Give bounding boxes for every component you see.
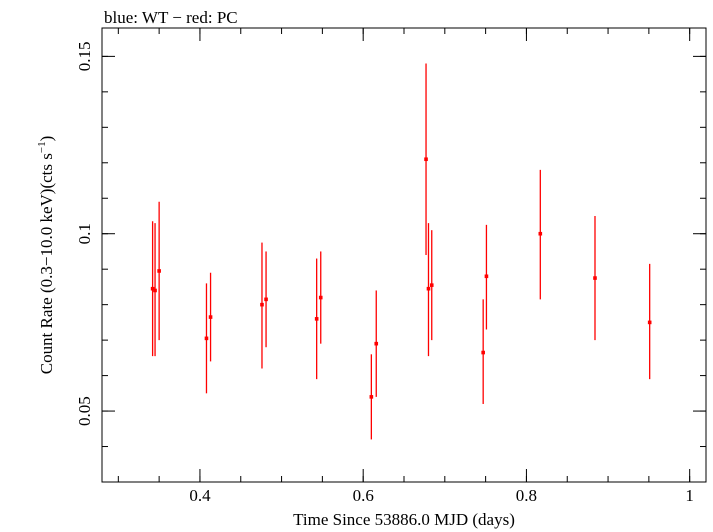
data-point — [647, 320, 652, 325]
data-point — [208, 315, 213, 319]
y-tick-label: 0.05 — [75, 396, 94, 426]
data-point — [264, 297, 268, 302]
data-point — [424, 157, 428, 162]
y-axis-label-close: ) — [37, 136, 56, 142]
data-point — [374, 341, 379, 346]
data-point — [204, 336, 209, 341]
data-point — [538, 231, 543, 236]
data-point — [429, 283, 434, 287]
x-tick-label: 1 — [685, 486, 694, 505]
axis-ticks — [102, 28, 706, 483]
y-axis-label-superscript: −1 — [36, 141, 48, 153]
data-point — [150, 286, 155, 291]
x-tick-label: 0.8 — [516, 486, 537, 505]
data-point — [318, 295, 323, 300]
data-series-pc — [150, 63, 652, 440]
y-axis-label-main: Count Rate (0.3−10.0 keV)(cts s — [37, 153, 56, 374]
x-tick-label: 0.6 — [353, 486, 374, 505]
plot-frame — [101, 27, 707, 483]
data-point — [314, 317, 319, 321]
data-point — [369, 395, 374, 399]
data-point — [593, 276, 597, 280]
axis-tick-labels: 0.4 0.6 0.8 1 0.05 0.1 0.15 — [75, 42, 694, 506]
y-tick-label: 0.1 — [75, 223, 94, 244]
data-point — [157, 269, 161, 273]
chart-title: blue: WT − red: PC — [104, 8, 238, 27]
data-point — [484, 274, 489, 279]
y-tick-label: 0.15 — [75, 42, 94, 72]
data-point — [481, 350, 485, 355]
data-point — [260, 302, 264, 307]
data-point — [426, 286, 431, 291]
x-tick-label: 0.4 — [189, 486, 211, 505]
x-axis-label: Time Since 53886.0 MJD (days) — [293, 510, 515, 529]
data-point — [153, 288, 157, 293]
y-axis-label: Count Rate (0.3−10.0 keV)(cts s−1) — [36, 136, 56, 375]
